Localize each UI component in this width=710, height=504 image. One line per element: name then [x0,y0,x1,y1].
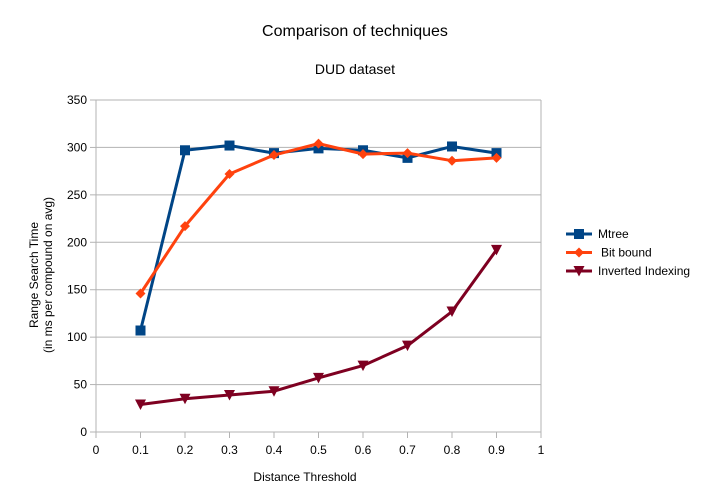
y-axis-label-line-2: (in ms per compound on avg) [41,197,55,353]
data-point [135,399,146,410]
legend-label: Bit bound [601,246,652,260]
data-point [135,325,146,336]
data-point [268,386,280,397]
x-tick-label: 0.5 [310,443,327,457]
series-line [139,142,497,295]
legend-item: Bit bound [566,246,652,260]
legend-swatch-marker [574,229,584,239]
x-tick-label: 0.2 [177,443,194,457]
y-tick-label: 150 [67,283,87,297]
data-point [313,138,324,149]
data-point [447,141,457,152]
x-tick-label: 0.3 [221,443,238,457]
data-point [180,145,190,156]
data-point [357,360,369,372]
y-tick-label: 0 [80,425,87,439]
data-point [224,390,235,401]
x-axis-ticks: 0 0.1 0.2 0.3 0.4 0.5 0.6 0.7 0.8 0.9 1 [93,432,545,457]
data-point [446,306,458,318]
data-point [402,148,413,159]
x-tick-label: 0 [93,443,100,457]
x-axis-label: Distance Threshold [253,470,356,484]
data-point [179,393,191,405]
legend-swatch-marker [573,266,585,277]
legend-swatch-marker [574,247,584,258]
x-tick-label: 0.7 [399,443,416,457]
y-tick-label: 200 [67,235,87,249]
data-point [224,140,235,151]
legend: Mtree Bit bound Inverted Indexing [566,227,690,278]
legend-label: Mtree [598,227,629,241]
data-point [224,168,235,179]
series-1 [135,138,502,299]
chart-subtitle: DUD dataset [315,61,395,77]
data-point [135,288,146,299]
data-point [491,244,502,256]
data-point [269,150,279,161]
y-tick-label: 250 [67,188,87,202]
chart-title: Comparison of techniques [262,23,448,40]
legend-label: Inverted Indexing [598,264,690,278]
legend-item: Inverted Indexing [566,264,690,278]
x-tick-label: 0.1 [132,443,149,457]
y-axis-label-line-1: Range Search Time [27,222,41,328]
series-line [139,144,497,331]
data-point [180,221,190,232]
data-point [491,152,502,163]
x-tick-label: 0.9 [488,443,505,457]
y-tick-label: 100 [67,330,87,344]
series-2 [135,244,502,410]
y-tick-label: 350 [67,93,87,107]
y-tick-label: 300 [67,140,87,154]
y-tick-label: 50 [74,378,88,392]
data-point [313,372,324,384]
x-tick-label: 1 [538,443,545,457]
x-tick-label: 0.6 [355,443,372,457]
legend-item: Mtree [566,227,629,241]
series-group [135,138,502,410]
data-point [402,340,413,352]
series-0 [135,140,502,336]
data-point [447,155,457,166]
x-tick-label: 0.4 [266,443,283,457]
data-point [358,149,368,160]
x-tick-label: 0.8 [444,443,461,457]
y-axis-ticks: 0 50 100 150 200 250 300 350 [67,93,96,439]
